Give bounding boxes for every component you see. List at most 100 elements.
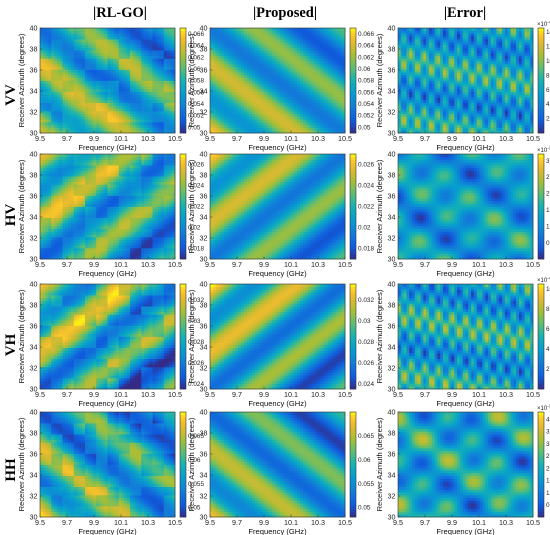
heat-cell — [116, 86, 119, 89]
heat-cell — [325, 72, 328, 75]
heat-cell — [252, 36, 255, 39]
heat-cell — [77, 69, 80, 72]
heat-cell — [468, 94, 471, 97]
heat-cell — [460, 86, 463, 89]
heat-cell — [213, 61, 216, 64]
heat-cell — [272, 116, 275, 119]
heat-cell — [466, 114, 469, 117]
heat-cell — [71, 64, 74, 67]
heat-cell — [303, 56, 306, 59]
heat-cell — [144, 97, 147, 100]
heat-cell — [227, 94, 230, 97]
heat-cell — [421, 111, 424, 114]
heat-cell — [278, 31, 281, 34]
heat-cell — [437, 31, 440, 34]
heat-cell — [334, 119, 337, 122]
heat-cell — [74, 94, 77, 97]
x-tick-label: 9.7 — [62, 134, 72, 143]
heat-cell — [415, 105, 418, 108]
heat-cell — [122, 119, 125, 122]
heat-cell — [339, 83, 342, 86]
heat-cell — [468, 53, 471, 56]
heat-cell — [409, 94, 412, 97]
heat-cell — [269, 61, 272, 64]
heat-cell — [71, 39, 74, 42]
heat-cell — [292, 83, 295, 86]
heat-cell — [401, 56, 404, 59]
heat-cell — [415, 39, 418, 42]
heat-cell — [457, 83, 460, 86]
heat-cell — [337, 119, 340, 122]
heat-cell — [147, 45, 150, 48]
heat-cell — [93, 69, 96, 72]
heat-cell — [108, 86, 111, 89]
heat-cell — [88, 100, 91, 103]
heat-cell — [68, 94, 71, 97]
heat-cell — [415, 56, 418, 59]
heat-cell — [96, 36, 99, 39]
heat-cell — [468, 78, 471, 81]
heat-cell — [278, 83, 281, 86]
heat-cell — [449, 125, 452, 128]
heat-cell — [331, 75, 334, 78]
heat-cell — [161, 45, 164, 48]
heat-cell — [238, 105, 241, 108]
heat-cell — [339, 92, 342, 95]
heat-cell — [110, 108, 113, 111]
heat-cell — [91, 97, 94, 100]
heat-cell — [40, 34, 43, 37]
heat-cell — [325, 81, 328, 84]
heat-cell — [68, 78, 71, 81]
heat-cell — [46, 86, 49, 89]
heat-cell — [294, 36, 297, 39]
colorbar-segment — [350, 28, 356, 31]
heat-cell — [241, 42, 244, 45]
heat-cell — [141, 94, 144, 97]
heat-cell — [432, 61, 435, 64]
heat-cell — [269, 42, 272, 45]
heat-cell — [454, 89, 457, 92]
heat-cell — [418, 28, 421, 31]
heat-cell — [79, 119, 82, 122]
heat-cell — [169, 53, 172, 56]
heat-cell — [127, 34, 130, 37]
heat-cell — [138, 53, 141, 56]
heat-cell — [247, 111, 250, 114]
heat-cell — [320, 111, 323, 114]
heat-cell — [227, 105, 230, 108]
heat-cell — [269, 69, 272, 72]
heat-cell — [40, 81, 43, 84]
heat-cell — [136, 127, 139, 130]
heat-cell — [155, 69, 158, 72]
heat-cell — [164, 34, 167, 37]
heat-cell — [398, 53, 401, 56]
heat-cell — [311, 119, 314, 122]
heat-cell — [210, 108, 213, 111]
heat-cell — [136, 94, 139, 97]
heat-cell — [258, 125, 261, 128]
heat-cell — [136, 103, 139, 106]
heat-cell — [308, 111, 311, 114]
heat-cell — [238, 72, 241, 75]
heat-cell — [320, 105, 323, 108]
heat-cell — [415, 94, 418, 97]
heat-cell — [46, 61, 49, 64]
heat-cell — [164, 53, 167, 56]
heat-cell — [99, 92, 102, 95]
heat-cell — [96, 75, 99, 78]
heat-cell — [255, 72, 258, 75]
heat-cell — [297, 58, 300, 61]
heat-cell — [404, 100, 407, 103]
heat-cell — [63, 69, 66, 72]
heat-cell — [85, 122, 88, 125]
heat-cell — [474, 127, 477, 130]
heat-cell — [421, 56, 424, 59]
heat-cell — [68, 127, 71, 130]
heat-cell — [423, 64, 426, 67]
heat-cell — [161, 97, 164, 100]
heat-cell — [480, 78, 483, 81]
heat-cell — [440, 108, 443, 111]
heat-cell — [421, 114, 424, 117]
heat-cell — [471, 36, 474, 39]
heat-cell — [437, 78, 440, 81]
